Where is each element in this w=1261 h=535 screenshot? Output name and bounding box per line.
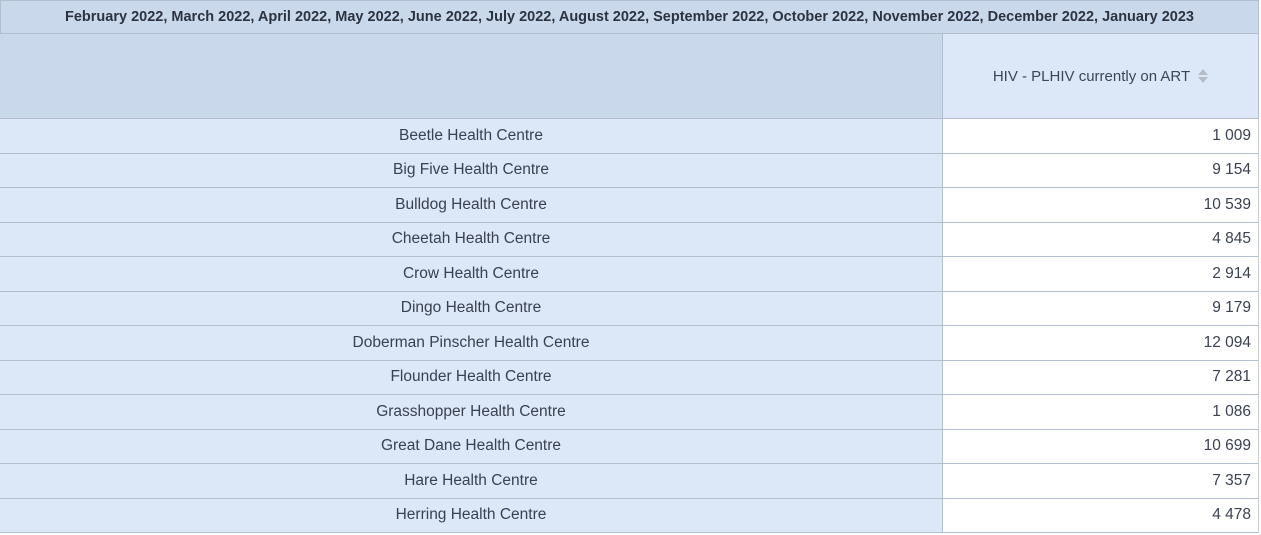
- value-cell[interactable]: 7 281: [943, 360, 1259, 395]
- row-header-org-unit: Doberman Pinscher Health Centre: [0, 326, 943, 361]
- row-header-org-unit: Herring Health Centre: [0, 498, 943, 533]
- table-row: Doberman Pinscher Health Centre 12 094: [0, 326, 1259, 361]
- value-cell[interactable]: 4 845: [943, 222, 1259, 257]
- table-row: Dingo Health Centre 9 179: [0, 291, 1259, 326]
- table-row: Great Dane Health Centre 10 699: [0, 429, 1259, 464]
- value-cell[interactable]: 9 154: [943, 153, 1259, 188]
- value-cell[interactable]: 7 357: [943, 464, 1259, 499]
- row-header-org-unit: Flounder Health Centre: [0, 360, 943, 395]
- value-cell[interactable]: 10 699: [943, 429, 1259, 464]
- row-header-org-unit: Dingo Health Centre: [0, 291, 943, 326]
- table-row: Grasshopper Health Centre 1 086: [0, 395, 1259, 430]
- row-header-org-unit: Cheetah Health Centre: [0, 222, 943, 257]
- row-header-org-unit: Crow Health Centre: [0, 257, 943, 292]
- table-row: Bulldog Health Centre 10 539: [0, 188, 1259, 223]
- table-row: Flounder Health Centre 7 281: [0, 360, 1259, 395]
- table-row: Cheetah Health Centre 4 845: [0, 222, 1259, 257]
- row-header-org-unit: Hare Health Centre: [0, 464, 943, 499]
- sort-icon[interactable]: [1198, 69, 1209, 83]
- value-cell[interactable]: 9 179: [943, 291, 1259, 326]
- column-header-label: HIV - PLHIV currently on ART: [992, 67, 1191, 85]
- table-row: Crow Health Centre 2 914: [0, 257, 1259, 292]
- row-header-org-unit: Grasshopper Health Centre: [0, 395, 943, 430]
- header-corner-cell: [0, 34, 943, 119]
- table-body: Beetle Health Centre 1 009 Big Five Health…: [0, 119, 1259, 533]
- table-row: Hare Health Centre 7 357: [0, 464, 1259, 499]
- row-header-org-unit: Great Dane Health Centre: [0, 429, 943, 464]
- column-header-plhiv-on-art[interactable]: HIV - PLHIV currently on ART: [943, 34, 1259, 119]
- value-cell[interactable]: 4 478: [943, 498, 1259, 533]
- value-cell[interactable]: 10 539: [943, 188, 1259, 223]
- value-cell[interactable]: 12 094: [943, 326, 1259, 361]
- period-title: February 2022, March 2022, April 2022, M…: [0, 0, 1259, 34]
- table-header-row: HIV - PLHIV currently on ART: [0, 34, 1259, 119]
- table-row: Big Five Health Centre 9 154: [0, 153, 1259, 188]
- row-header-org-unit: Bulldog Health Centre: [0, 188, 943, 223]
- value-cell[interactable]: 2 914: [943, 257, 1259, 292]
- row-header-org-unit: Beetle Health Centre: [0, 119, 943, 154]
- value-cell[interactable]: 1 086: [943, 395, 1259, 430]
- table-row: Beetle Health Centre 1 009: [0, 119, 1259, 154]
- row-header-org-unit: Big Five Health Centre: [0, 153, 943, 188]
- table-row: Herring Health Centre 4 478: [0, 498, 1259, 533]
- value-cell[interactable]: 1 009: [943, 119, 1259, 154]
